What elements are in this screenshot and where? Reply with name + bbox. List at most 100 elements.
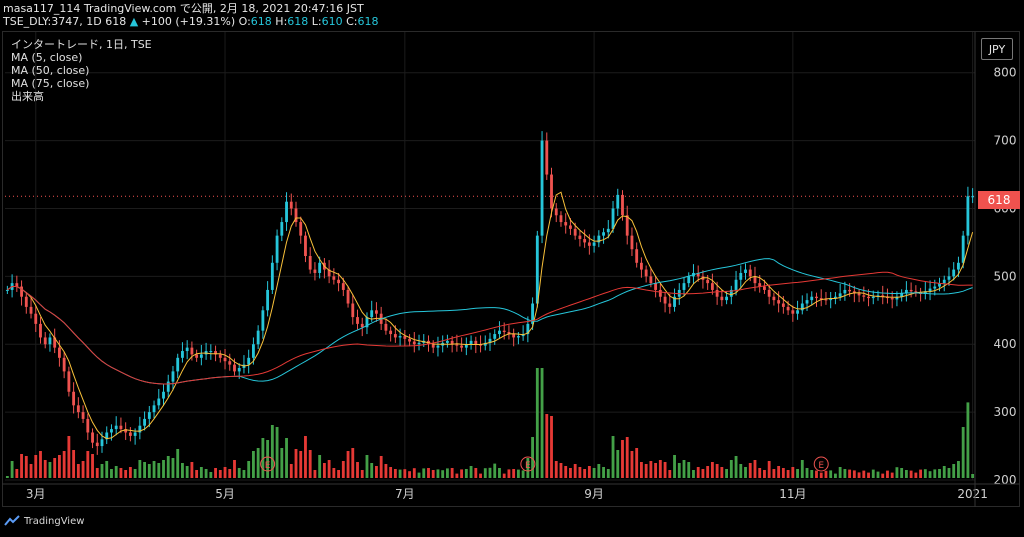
candle-body xyxy=(748,269,752,277)
candle-body xyxy=(673,296,676,307)
volume-bar xyxy=(289,464,293,478)
chart-frame[interactable] xyxy=(2,31,1020,507)
volume-bar xyxy=(228,469,232,478)
volume-bar xyxy=(166,456,170,478)
volume-bar xyxy=(110,469,113,478)
candle-body xyxy=(493,334,497,339)
candle-body xyxy=(578,235,582,240)
candle-body xyxy=(171,371,175,382)
candle-body xyxy=(819,298,823,300)
volume-bar xyxy=(890,472,894,478)
candle-body xyxy=(540,140,544,236)
candle-body xyxy=(829,298,833,301)
candle-body xyxy=(938,283,941,287)
volume-bar xyxy=(630,451,634,478)
volume-bar xyxy=(143,462,147,478)
volume-bar xyxy=(734,456,738,478)
candle-body xyxy=(43,337,47,345)
candle-body xyxy=(791,310,795,314)
candle-body xyxy=(450,340,454,345)
volume-bar xyxy=(895,467,899,478)
candle-body xyxy=(218,354,222,358)
candle-body xyxy=(455,344,459,346)
candle-body xyxy=(152,405,156,413)
candle-body xyxy=(625,215,629,236)
candle-body xyxy=(545,140,549,175)
candle-body xyxy=(360,323,364,328)
candle-body xyxy=(375,310,378,314)
candle-body xyxy=(715,289,719,297)
candle-body xyxy=(76,405,80,413)
volume-bar xyxy=(57,455,61,478)
close-value: 618 xyxy=(357,15,379,28)
volume-bar xyxy=(852,470,856,478)
candle-body xyxy=(114,425,118,430)
candle-body xyxy=(739,272,743,280)
volume-bar xyxy=(535,368,539,478)
candle-body xyxy=(668,303,672,307)
volume-bar xyxy=(871,469,875,478)
currency-button[interactable]: JPY xyxy=(981,38,1013,60)
volume-bar xyxy=(10,461,14,478)
candle-body xyxy=(318,262,322,273)
volume-bar xyxy=(644,464,648,478)
y-tick-label: 400 xyxy=(994,337,1017,351)
legend-ma50[interactable]: MA (50, close) xyxy=(11,64,90,77)
volume-bar xyxy=(209,472,213,478)
volume-bar xyxy=(696,467,700,478)
volume-bar xyxy=(498,468,501,478)
candle-body xyxy=(857,293,861,296)
volume-bar xyxy=(181,463,184,478)
candle-body xyxy=(786,306,790,311)
candle-body xyxy=(304,235,307,256)
candle-body xyxy=(332,276,336,280)
y-tick-label: 800 xyxy=(994,66,1017,80)
volume-bar xyxy=(701,469,705,478)
volume-bar xyxy=(502,473,506,478)
candle-body xyxy=(199,354,203,358)
legend-symbol[interactable]: インタートレード, 1日, TSE xyxy=(11,38,152,51)
volume-bar xyxy=(247,461,251,478)
legend-ma75[interactable]: MA (75, close) xyxy=(11,77,90,90)
volume-bar xyxy=(583,469,587,478)
legend-ma5[interactable]: MA (5, close) xyxy=(11,51,83,64)
candle-body xyxy=(474,340,478,345)
candle-body xyxy=(507,332,511,335)
volume-bar xyxy=(308,450,312,478)
volume-bar xyxy=(739,464,743,478)
volume-bar xyxy=(649,461,653,478)
candle-body xyxy=(516,336,520,338)
volume-bar xyxy=(928,471,932,478)
volume-bar xyxy=(725,469,729,478)
volume-bar xyxy=(767,461,771,478)
volume-bar xyxy=(710,462,714,478)
low-value: 610 xyxy=(321,15,343,28)
candle-body xyxy=(871,296,875,299)
volume-bar xyxy=(408,471,411,478)
volume-bar xyxy=(483,468,487,478)
volume-bar xyxy=(673,455,676,478)
volume-bar xyxy=(256,448,260,478)
candle-body xyxy=(966,196,970,236)
volume-bar xyxy=(564,466,568,478)
candle-body xyxy=(81,412,85,419)
open-label: O: xyxy=(238,15,251,28)
legend-volume[interactable]: 出来高 xyxy=(11,90,44,103)
volume-bar xyxy=(625,437,629,478)
volume-bar xyxy=(242,470,246,478)
candle-body xyxy=(616,194,620,209)
footer-brand[interactable]: TradingView xyxy=(4,515,84,527)
candle-body xyxy=(611,208,615,229)
volume-bar xyxy=(270,425,274,478)
volume-bar xyxy=(909,470,913,478)
earnings-marker xyxy=(813,456,829,472)
candle-body xyxy=(928,288,932,292)
candle-body xyxy=(729,289,733,297)
volume-bar xyxy=(639,462,643,478)
candle-body xyxy=(389,330,393,335)
volume-bar xyxy=(53,458,57,478)
candle-body xyxy=(403,336,407,339)
candle-body xyxy=(710,283,714,290)
candle-body xyxy=(48,337,52,345)
